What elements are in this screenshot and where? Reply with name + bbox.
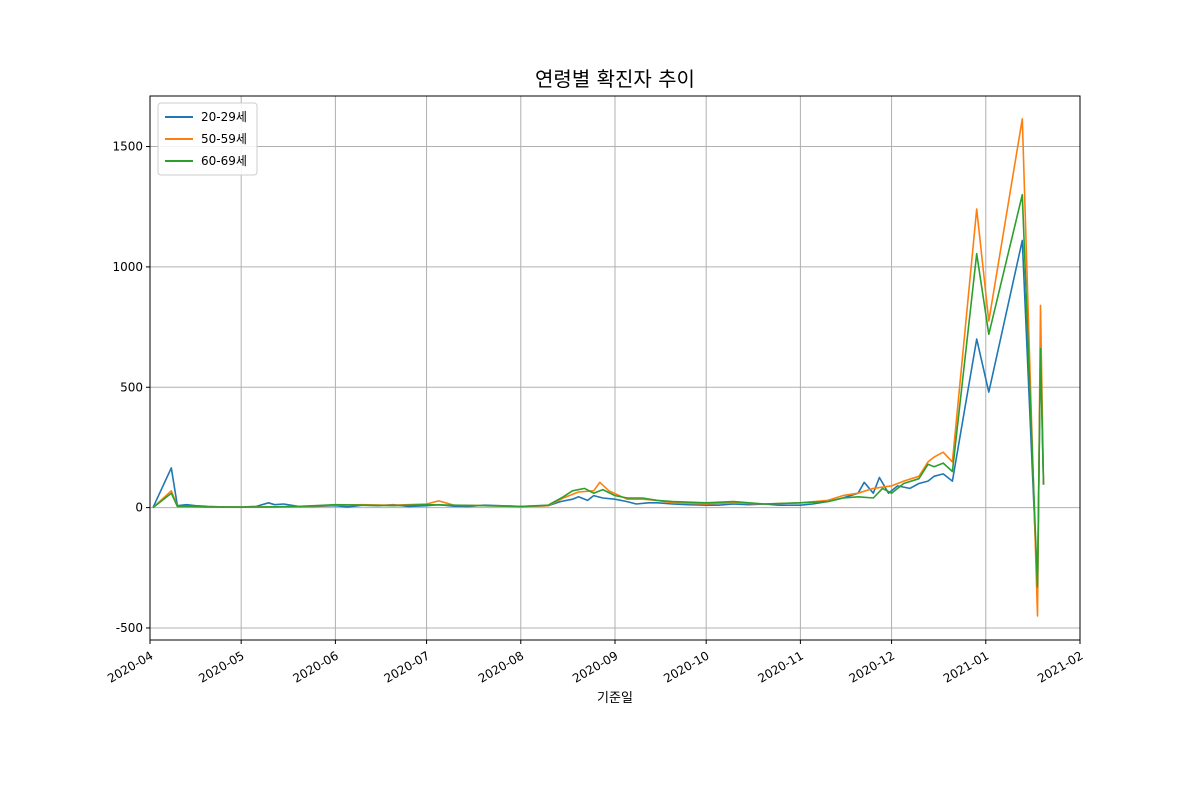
legend-label: 50-59세 <box>201 132 247 146</box>
legend: 20-29세 50-59세 60-69세 <box>157 102 258 176</box>
x-axis-label: 기준일 <box>597 691 633 706</box>
series-line-60-69세 <box>152 193 1045 588</box>
legend-label: 60-69세 <box>201 154 247 168</box>
y-tick-label: 1500 <box>112 140 143 154</box>
series-lines <box>152 118 1045 617</box>
y-tick-label: 0 <box>135 501 143 515</box>
chart-title: 연령별 확진자 추이 <box>535 67 695 91</box>
y-tick-label: 500 <box>120 380 143 394</box>
series-line-20-29세 <box>152 239 1045 590</box>
y-tick-label: 1000 <box>112 260 143 274</box>
legend-label: 20-29세 <box>201 110 247 124</box>
legend-box <box>157 102 258 176</box>
y-tick-label: -500 <box>116 621 143 635</box>
